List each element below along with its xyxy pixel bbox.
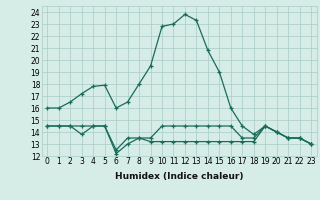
X-axis label: Humidex (Indice chaleur): Humidex (Indice chaleur) [115,172,244,181]
